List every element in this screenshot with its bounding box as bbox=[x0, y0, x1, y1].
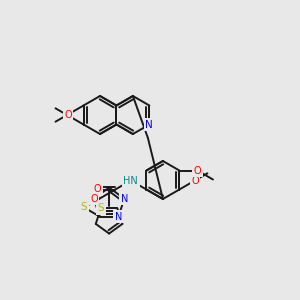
Text: S: S bbox=[98, 203, 104, 213]
Text: N: N bbox=[146, 119, 153, 130]
Text: O: O bbox=[94, 184, 101, 194]
Text: N: N bbox=[121, 194, 128, 204]
Text: S: S bbox=[81, 202, 87, 212]
Text: HN: HN bbox=[124, 176, 138, 185]
Text: O: O bbox=[90, 194, 98, 204]
Text: O: O bbox=[194, 166, 201, 176]
Text: O: O bbox=[191, 176, 199, 185]
Text: O: O bbox=[64, 110, 72, 121]
Text: N: N bbox=[115, 212, 122, 221]
Text: O: O bbox=[64, 110, 72, 119]
